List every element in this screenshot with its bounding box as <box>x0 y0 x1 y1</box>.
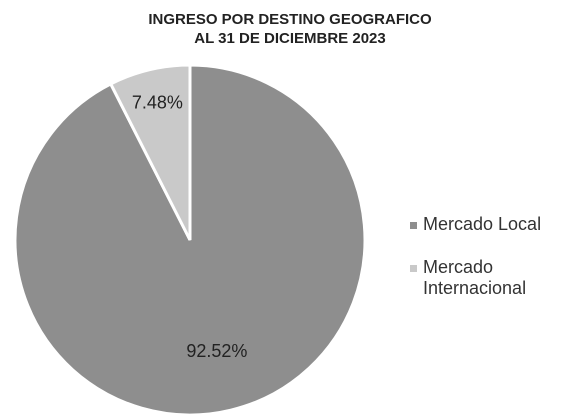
legend-label: Mercado Local <box>423 214 542 234</box>
legend-item: Mercado Local <box>410 214 560 235</box>
legend-swatch <box>410 222 417 229</box>
legend: Mercado Local Mercado Internacional <box>410 214 560 321</box>
legend-swatch <box>410 265 417 272</box>
legend-item: Mercado Internacional <box>410 257 560 299</box>
data-label: 7.48% <box>132 93 183 113</box>
chart-title: INGRESO POR DESTINO GEOGRAFICO <box>148 11 432 28</box>
pie-slice <box>108 63 192 241</box>
data-label: 92.52% <box>186 341 247 361</box>
chart-title: AL 31 DE DICIEMBRE 2023 <box>194 30 385 47</box>
legend-label: Mercado Internacional <box>423 257 527 298</box>
